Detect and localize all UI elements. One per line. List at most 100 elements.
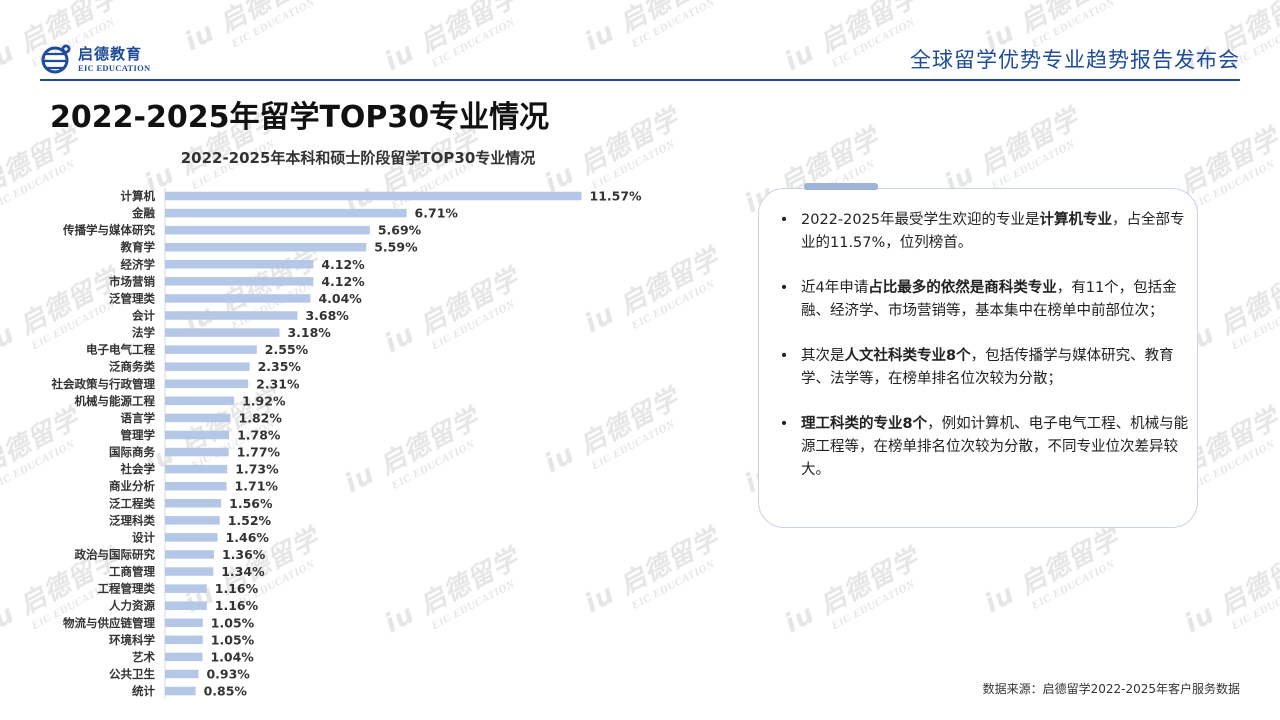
bar <box>165 242 367 252</box>
category-label: 政治与国际研究 <box>75 547 156 561</box>
insight-highlight: 人文社科类专业8个 <box>844 348 971 364</box>
data-label: 5.59% <box>374 240 418 255</box>
logo-subtext: EIC EDUCATION <box>78 63 151 73</box>
insight-text: 其次是 <box>801 348 845 364</box>
category-label: 社会学 <box>120 462 156 476</box>
insight-item: • 2022-2025年最受学生欢迎的专业是计算机专业，占全部专业的11.57%，… <box>777 209 1189 255</box>
category-label: 物流与供应链管理 <box>63 616 155 630</box>
card-accent-bar <box>804 183 878 190</box>
bar <box>165 379 249 389</box>
category-label: 计算机 <box>121 189 156 203</box>
category-label: 泛理科类 <box>109 513 155 527</box>
data-label: 0.93% <box>206 666 250 681</box>
category-label: 语言学 <box>121 411 156 425</box>
category-label: 统计 <box>132 684 155 698</box>
header: 启德教育 EIC EDUCATION 全球留学优势专业趋势报告发布会 <box>0 0 1280 82</box>
insight-highlight: 理工科类的专业8个 <box>801 416 928 432</box>
bar <box>165 516 220 525</box>
bar <box>165 584 207 593</box>
insights-list: • 2022-2025年最受学生欢迎的专业是计算机专业，占全部专业的11.57%，… <box>777 209 1189 504</box>
data-label: 1.78% <box>237 427 281 442</box>
data-label: 3.18% <box>287 325 331 340</box>
category-label: 电子电气工程 <box>86 343 155 357</box>
bar <box>165 669 199 679</box>
bar <box>165 430 230 440</box>
category-label: 商业分析 <box>109 479 155 493</box>
page-title: 2022-2025年留学TOP30专业情况 <box>50 100 550 135</box>
category-label: 社会政策与行政管理 <box>51 377 156 391</box>
category-label: 泛商务类 <box>109 360 155 374</box>
bar <box>165 311 298 320</box>
category-label: 国际商务 <box>109 445 155 459</box>
bar <box>165 260 314 269</box>
data-label: 3.68% <box>305 308 349 323</box>
data-label: 1.77% <box>237 445 281 460</box>
logo-text: 启德教育 <box>78 45 143 63</box>
category-label: 工程管理类 <box>98 582 156 596</box>
category-label: 传播学与媒体研究 <box>62 223 155 237</box>
bar <box>165 328 280 337</box>
insight-text: ，包括传播学与媒体研究、教育学、法学等，在榜单排名位次较为分散； <box>801 348 1174 387</box>
bar <box>165 464 228 474</box>
insight-text: 近4年申请 <box>801 280 869 296</box>
data-label: 4.12% <box>321 274 365 289</box>
insight-item: • 理工科类的专业8个，例如计算机、电子电气工程、机械与能源工程等，在榜单排名位次… <box>777 413 1189 482</box>
category-label: 金融 <box>131 206 155 220</box>
report-title: 全球留学优势专业趋势报告发布会 <box>910 48 1240 72</box>
data-label: 2.55% <box>265 342 309 357</box>
bullet-icon: • <box>779 280 789 296</box>
category-label: 经济学 <box>121 257 156 271</box>
insight-highlight: 占比最多的依然是商科类专业 <box>868 280 1057 296</box>
category-label: 设计 <box>132 530 155 544</box>
bar <box>165 225 370 235</box>
data-label: 1.05% <box>211 632 255 647</box>
insights-card: • 2022-2025年最受学生欢迎的专业是计算机专业，占全部专业的11.57%，… <box>758 183 1198 528</box>
data-label: 1.46% <box>226 530 270 545</box>
insight-text: 2022-2025年最受学生欢迎的专业是 <box>801 212 1040 228</box>
bullet-icon: • <box>779 348 789 364</box>
category-label: 公共卫生 <box>109 667 155 681</box>
bar <box>165 191 582 201</box>
bar <box>165 345 257 354</box>
data-label: 2.35% <box>258 359 302 374</box>
header-divider <box>40 79 1240 81</box>
data-label: 1.73% <box>235 462 279 477</box>
category-label: 市场营销 <box>109 274 155 288</box>
chart-title: 2022-2025年本科和硕士阶段留学TOP30专业情况 <box>181 149 536 167</box>
category-label: 教育学 <box>120 240 156 254</box>
insight-text: ，有11个，包括金融、经济学、市场营销等，基本集中在榜单中前部位次； <box>801 280 1177 319</box>
bullet-icon: • <box>779 416 789 432</box>
bar <box>165 277 314 286</box>
logo: 启德教育 EIC EDUCATION <box>40 42 160 74</box>
bar <box>165 362 250 371</box>
data-label: 1.52% <box>228 513 272 528</box>
insight-text: ，占全部专业的11.57%，位列榜首。 <box>801 212 1185 251</box>
data-label: 1.36% <box>222 547 266 562</box>
category-label: 泛工程类 <box>109 496 155 510</box>
bar <box>165 396 235 406</box>
bar <box>165 413 231 423</box>
bar <box>165 601 207 610</box>
category-label: 环境科学 <box>109 633 155 647</box>
category-label: 工商管理 <box>109 565 155 579</box>
bar <box>165 567 214 576</box>
data-label: 1.16% <box>215 598 259 613</box>
insight-text: ，例如计算机、电子电气工程、机械与能源工程等，在榜单排名位次较为分散，不同专业位… <box>801 416 1189 478</box>
bar <box>165 550 214 559</box>
data-label: 1.16% <box>215 581 259 596</box>
data-label: 6.71% <box>415 206 459 221</box>
data-label: 1.56% <box>229 496 273 511</box>
data-label: 1.71% <box>235 479 279 494</box>
insight-item: • 近4年申请占比最多的依然是商科类专业，有11个，包括金融、经济学、市场营销等，… <box>777 277 1189 323</box>
bar <box>165 447 229 457</box>
category-label: 法学 <box>132 326 155 340</box>
bar <box>165 499 222 508</box>
bar <box>165 652 203 662</box>
bar <box>165 618 203 627</box>
insight-highlight: 计算机专业 <box>1039 212 1113 228</box>
data-label: 2.31% <box>256 376 300 391</box>
bullet-icon: • <box>779 212 789 228</box>
category-label: 机械与能源工程 <box>75 394 156 408</box>
